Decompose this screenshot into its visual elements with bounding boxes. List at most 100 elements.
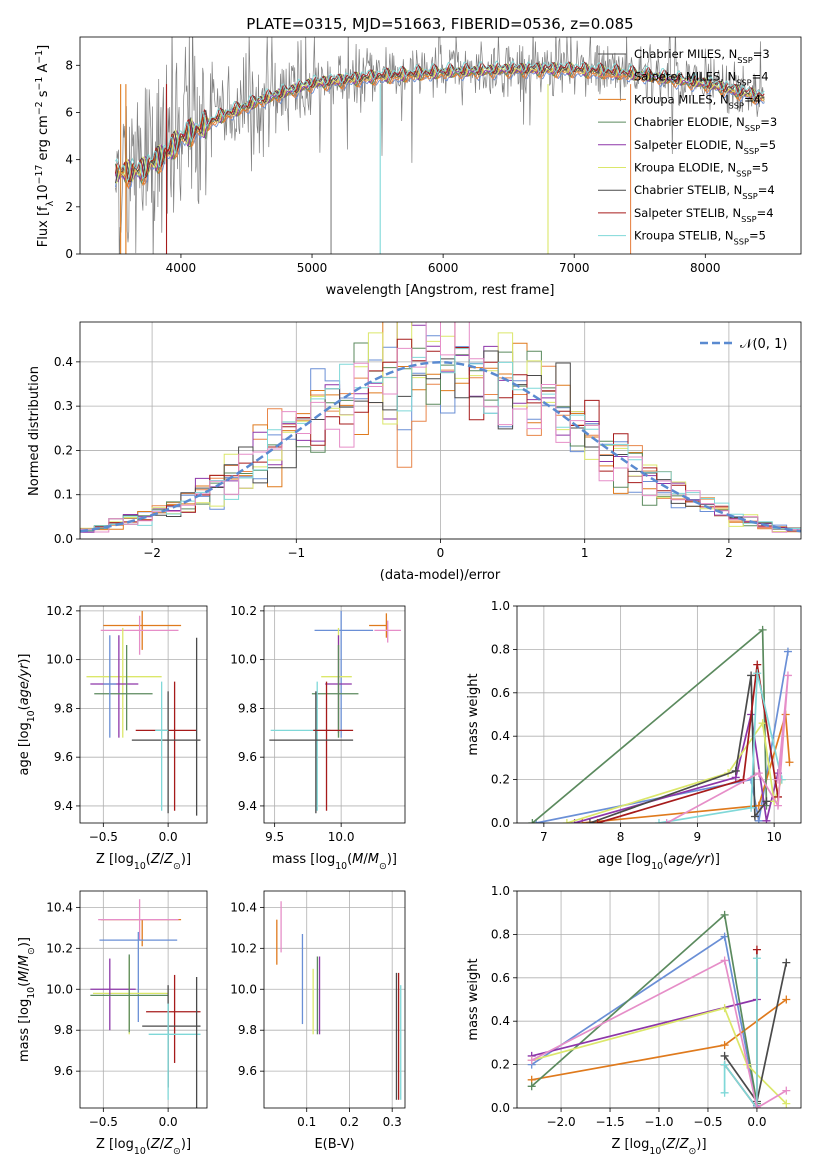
label-part: Kroupa STELIB, N xyxy=(634,229,734,243)
label-part: ⊙ xyxy=(26,947,37,955)
label-part: SSP xyxy=(729,100,744,110)
y-tick-label: 10.2 xyxy=(230,941,257,955)
x-tick-label: 7 xyxy=(540,830,548,844)
label-part: ⊙ xyxy=(173,861,181,872)
frame-residuals: −2 −1 0 1 2 0.0 0.1 0.2 0.3 0.4 xyxy=(54,321,802,560)
label-part: −2 xyxy=(34,101,45,115)
x-tick-label: −1 xyxy=(287,546,305,560)
label-part: Normed distribution xyxy=(27,366,42,496)
label-part: ( xyxy=(17,982,32,987)
error-bar-point xyxy=(148,1003,201,1100)
label-part: SSP xyxy=(741,214,756,224)
mass-weight-marker xyxy=(762,816,771,823)
label-part: )] xyxy=(387,852,397,867)
mass-weight-marker xyxy=(720,1004,729,1013)
plot-area-mass_vs_z xyxy=(90,899,201,1108)
x-tick-label: 8 xyxy=(617,830,625,844)
frame-mass_vs_ebv: 0.1 0.2 0.3 9.6 9.8 10.0 10.2 10.4 xyxy=(230,890,406,1129)
y-tick-label: 9.8 xyxy=(238,1023,257,1037)
error-bar-point xyxy=(86,627,162,738)
mass-weight-marker xyxy=(655,819,663,823)
label-part: mass weight xyxy=(466,958,481,1040)
mass-weight-marker xyxy=(562,819,571,823)
mass-weight-marker xyxy=(720,1041,729,1050)
panel-mass_vs_ebv: 0.1 0.2 0.3 9.6 9.8 10.0 10.2 10.4 E(B-V) xyxy=(230,890,406,1152)
label-part: SSP xyxy=(734,237,749,247)
x-tick-label: −0.5 xyxy=(89,830,118,844)
mass-weight-marker xyxy=(527,1056,536,1065)
panel-residuals: −2 −1 0 1 2 0.0 0.1 0.2 0.3 0.4 𝒩(0, 1) (data-model… xyxy=(27,321,802,583)
error-bar-point xyxy=(99,931,178,1023)
y-tick-label: 10.0 xyxy=(230,982,257,996)
y-tick-label: 10.2 xyxy=(46,941,73,955)
error-bar-point xyxy=(155,681,169,811)
mass-weight-marker xyxy=(754,801,763,810)
label-part: Kroupa MILES, N xyxy=(634,92,729,106)
y-tick-label: 8 xyxy=(65,58,73,72)
y-tick-label: 10.0 xyxy=(230,653,257,667)
x-tick-label: 8000 xyxy=(690,261,721,275)
label-part: ⊙ xyxy=(173,1146,181,1157)
label-part: age [log xyxy=(598,852,651,867)
mass-weight-marker xyxy=(783,671,792,680)
mass-weight-line xyxy=(531,1007,787,1105)
label-part: =4 xyxy=(744,92,761,106)
frame-mass_vs_z: −0.5 0.0 9.6 9.8 10.0 10.2 10.4 xyxy=(46,890,208,1129)
mass-weight-marker xyxy=(747,671,756,680)
label-part: / xyxy=(363,852,368,867)
error-bar-point xyxy=(100,615,179,655)
plot-area-age_vs_mass xyxy=(269,610,402,814)
label-part: )] xyxy=(17,653,32,663)
mass-weight-marker xyxy=(782,1099,791,1108)
label-part: =4 xyxy=(758,183,775,197)
label-part: )] xyxy=(710,852,720,867)
error-bar-point xyxy=(311,645,359,738)
label-part: SSP xyxy=(736,78,751,88)
axes-frame xyxy=(79,36,802,255)
legend-entry: Kroupa MILES, NSSP=4 xyxy=(634,92,761,110)
label-part: / xyxy=(17,966,32,971)
mass-weight-marker xyxy=(773,775,782,784)
x-tick-label: −2.0 xyxy=(546,1115,575,1129)
panel-mass_weight_vs_z: −2.0 −1.5 −1.0 −0.5 0.0 0.0 0.2 0.4 0.6 0.8 1.0 Z [… xyxy=(466,884,802,1157)
y-tick-label: 9.6 xyxy=(54,1064,73,1078)
label-part: ( xyxy=(17,705,32,710)
label-part: Z xyxy=(679,1137,690,1152)
mass-weight-marker xyxy=(720,910,729,919)
label-part: Chabrier STELIB, N xyxy=(634,183,742,197)
y-tick-label: 10.4 xyxy=(230,900,257,914)
mass-weight-marker xyxy=(585,819,594,823)
frame-age_vs_mass: 9.5 10.0 9.4 9.6 9.8 10.0 10.2 xyxy=(230,604,406,844)
y-tick-label: 0.4 xyxy=(54,355,73,369)
y-tick-label: 2 xyxy=(65,200,73,214)
label-part: λ xyxy=(45,200,56,206)
mass-weight-marker xyxy=(783,647,792,656)
label-part: 10 xyxy=(26,710,37,722)
y-tick-label: 10.4 xyxy=(46,900,73,914)
mass-weight-line xyxy=(597,664,779,823)
plot-area-spectrum xyxy=(114,37,765,254)
error-bar-point xyxy=(314,610,374,738)
spectrum-y-label: Flux [fλ10−17 erg cm−2 s−1 A−1] xyxy=(34,45,56,247)
label-part: mass [log xyxy=(272,852,335,867)
label-part: Kroupa ELODIE, N xyxy=(634,161,736,175)
label-part: age/yr xyxy=(17,662,32,705)
mass-weight-marker xyxy=(762,797,771,806)
error-bar-point xyxy=(146,974,201,1063)
mass-weight-marker xyxy=(752,1104,761,1108)
age_vs_z-y-label: age [log10(age/yr)] xyxy=(17,653,37,775)
residual-histogram xyxy=(80,350,801,539)
label-part: 10 xyxy=(134,1146,146,1157)
label-part: =5 xyxy=(759,138,776,152)
y-tick-label: 9.6 xyxy=(238,1064,257,1078)
y-tick-label: 0.2 xyxy=(491,773,510,787)
label-part: s xyxy=(36,90,51,101)
mass_vs_z-x-label: Z [log10(Z/Z⊙)] xyxy=(96,1137,191,1157)
label-part: =5 xyxy=(752,161,769,175)
y-tick-label: 9.4 xyxy=(238,799,257,813)
y-tick-label: 0.0 xyxy=(491,1101,510,1115)
label-part: Z [log xyxy=(96,852,134,867)
legend-entry: Kroupa STELIB, NSSP=5 xyxy=(634,229,766,247)
y-tick-label: 0.2 xyxy=(54,443,73,457)
